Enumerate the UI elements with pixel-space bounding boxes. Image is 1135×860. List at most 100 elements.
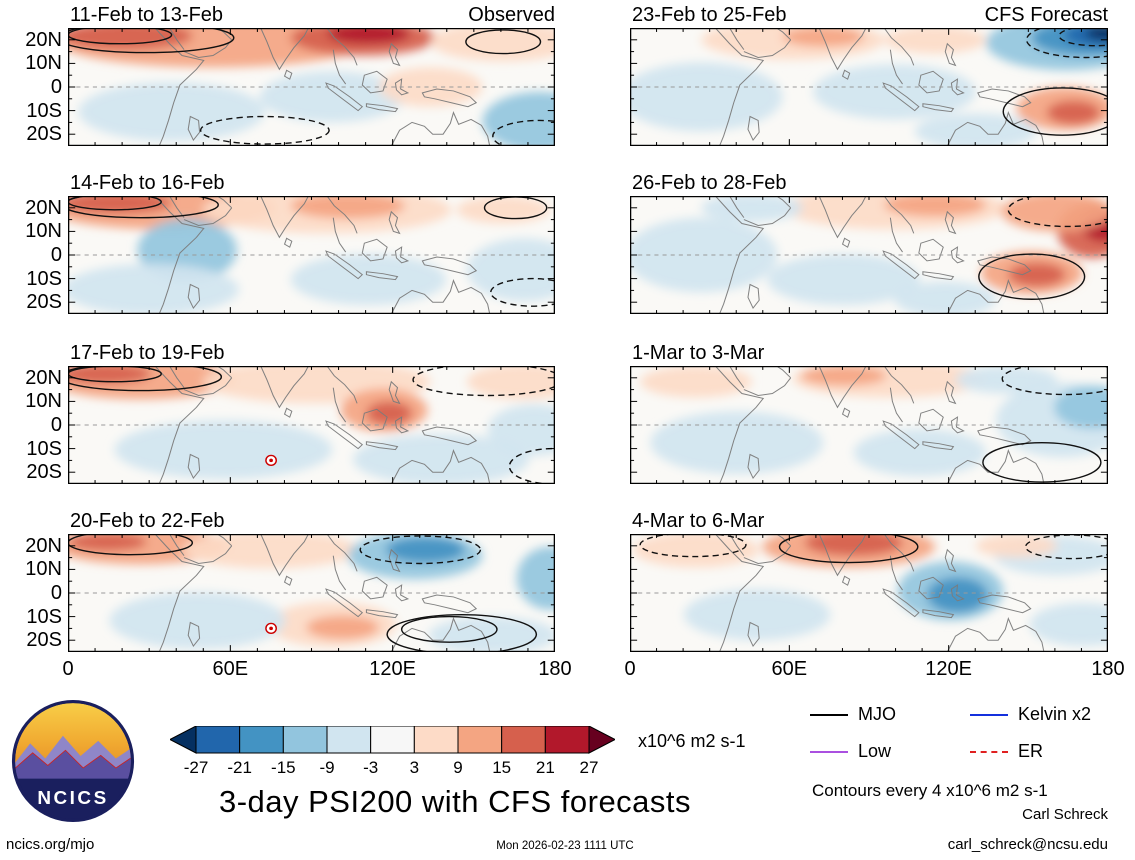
coastline-path <box>918 408 944 432</box>
coastline-path <box>950 416 965 434</box>
negative-contour <box>1025 28 1108 59</box>
y-axis-label: 20S <box>26 291 62 314</box>
anomaly-blob <box>1008 262 1066 287</box>
panel-title: 23-Feb to 25-Feb <box>632 4 787 26</box>
coastline-path <box>729 366 745 388</box>
anomaly-blob <box>466 238 555 302</box>
coastline-path <box>332 387 347 423</box>
coastline-path <box>743 39 792 59</box>
coastline-path <box>388 548 401 573</box>
map-panel: 17-Feb to 19-Feb <box>68 340 555 484</box>
coastline-path <box>394 246 410 264</box>
anomaly-blob <box>306 615 379 640</box>
cyclone-marker <box>265 454 277 467</box>
coastline-path <box>918 576 944 600</box>
panel-title-row: 23-Feb to 25-Feb CFS Forecast <box>632 2 1108 26</box>
coastline-path <box>882 250 920 280</box>
panel-title: 14-Feb to 16-Feb <box>70 172 225 194</box>
panel-border <box>68 28 555 146</box>
colorbar-right-arrow <box>588 725 617 754</box>
author-email: carl_schreck@ncsu.edu <box>947 836 1108 853</box>
main-title: 3-day PSI200 with CFS forecasts <box>218 784 692 819</box>
coastline-path <box>841 69 851 80</box>
legend-line-er <box>970 750 1008 753</box>
cyclone-marker <box>265 622 277 635</box>
y-axis-label: 10S <box>26 437 62 460</box>
logo-text: NCICS <box>37 788 108 809</box>
coastlines <box>154 28 491 146</box>
coastline-path <box>841 407 851 418</box>
coastline-path <box>747 621 760 648</box>
anomaly-blob <box>1054 385 1108 429</box>
map-plot <box>68 534 555 652</box>
y-axis-label: 0 <box>50 582 62 604</box>
legend-label: Kelvin x2 <box>1018 704 1092 724</box>
anomaly-blob <box>259 71 405 123</box>
coastline-path <box>944 42 957 67</box>
anomaly-blob <box>767 254 920 306</box>
colorbar-segment <box>413 725 459 754</box>
coastline-path <box>776 534 792 547</box>
negative-contour <box>639 534 747 558</box>
positive-contour <box>982 442 1102 483</box>
panel-title-row: 1-Mar to 3-Mar <box>632 340 1108 364</box>
coastline-path <box>944 210 957 235</box>
positive-contour <box>386 613 538 652</box>
anomaly-blob <box>466 366 555 400</box>
coastline-path <box>776 28 792 41</box>
coastline-path <box>187 453 201 480</box>
coastline-path <box>326 534 358 572</box>
coastline-path <box>776 196 792 209</box>
coastline-path <box>183 545 233 565</box>
anomaly-blob <box>853 428 986 477</box>
coastline-path <box>946 279 1045 314</box>
y-axis-label: 10S <box>26 99 62 122</box>
author-credit: Carl Schreck <box>1022 806 1108 823</box>
legend-line-kelvin-x2 <box>970 713 1008 716</box>
coastline-path <box>183 207 233 227</box>
generation-timestamp: Mon 2026-02-23 1111 UTC <box>496 840 634 852</box>
panel-border <box>630 366 1108 484</box>
panel-corner-label: Observed <box>468 4 555 26</box>
coastline-path <box>889 555 903 591</box>
anomaly-blob <box>68 366 151 384</box>
anomaly-blob <box>68 534 147 551</box>
map-panel: 11-Feb to 13-Feb Observed <box>68 2 555 146</box>
negative-contour <box>1001 366 1108 396</box>
anomaly-shading <box>68 28 555 146</box>
y-axis-label: 10N <box>25 52 62 75</box>
coastline-path <box>743 545 792 565</box>
coastline-path <box>260 366 309 409</box>
colorbar-svg: -27 -21 -15 -9 -3 3 9 15 21 27 <box>168 725 617 777</box>
coastline-path <box>922 271 955 281</box>
coastline-path <box>332 555 347 591</box>
coastline-path <box>365 103 399 113</box>
y-axis-label: 10N <box>25 558 62 581</box>
coastline-path <box>216 534 233 547</box>
map-plot <box>630 28 1108 146</box>
coastline-path <box>421 256 478 276</box>
coastline-path <box>332 49 347 85</box>
anomaly-blob <box>894 281 997 314</box>
legend-label: MJO <box>858 704 896 724</box>
anomaly-blob <box>633 534 760 568</box>
coastline-path <box>187 283 201 310</box>
positive-contour <box>1002 87 1108 136</box>
x-axis-label: 0 <box>624 658 636 680</box>
coastline-path <box>729 534 745 556</box>
coastline-path <box>883 366 915 404</box>
coastline-path <box>715 196 765 314</box>
coastline-path <box>365 441 399 451</box>
anomaly-blob <box>1046 100 1100 125</box>
y-axis-label: 0 <box>50 76 62 98</box>
coastlines <box>715 28 1045 146</box>
colorbar-units: x10^6 m2 s-1 <box>638 731 746 751</box>
anomaly-blob <box>884 196 986 217</box>
coastline-path <box>946 111 1045 146</box>
colorbar-tick-label: 3 <box>410 758 419 777</box>
legend-line-low <box>810 750 848 753</box>
negative-contour <box>412 366 555 397</box>
logo-border <box>11 699 135 823</box>
colorbar-tick-label: -3 <box>363 758 378 777</box>
